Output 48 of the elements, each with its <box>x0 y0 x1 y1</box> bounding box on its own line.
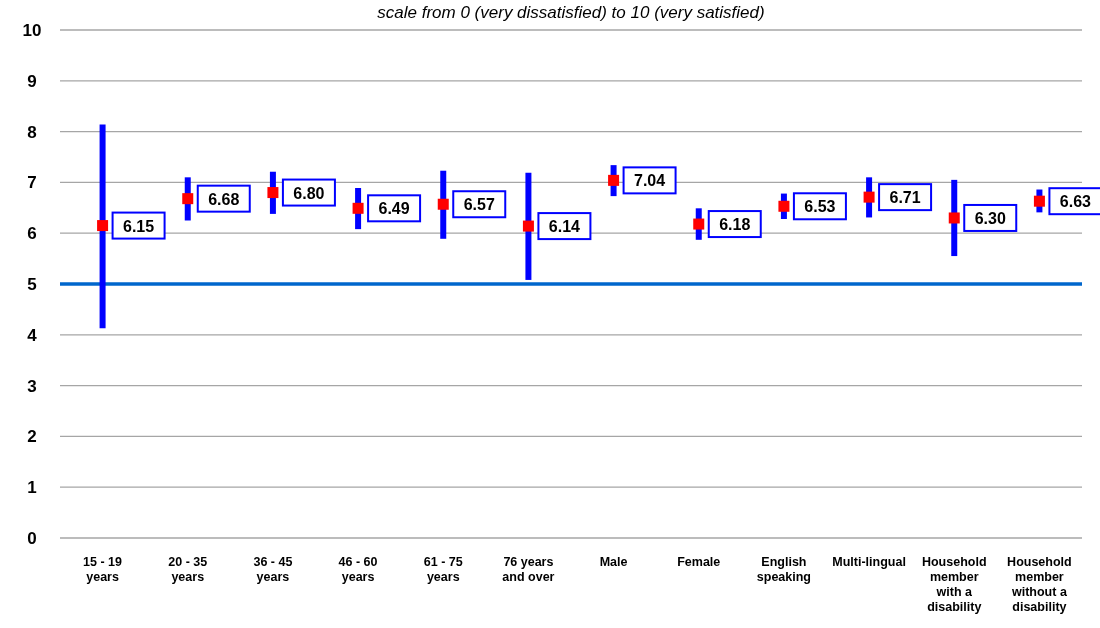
x-tick-label: 61 - 75 years <box>423 555 463 584</box>
data-label: 6.71 <box>889 189 921 207</box>
x-tick-label: 46 - 60 years <box>338 555 378 584</box>
x-tick-label: Household member with a disability <box>921 555 987 614</box>
data-label: 7.04 <box>634 172 666 190</box>
y-tick-label: 9 <box>27 71 37 91</box>
point <box>97 220 109 232</box>
y-tick-label: 6 <box>27 224 37 244</box>
data-label: 6.15 <box>123 217 155 235</box>
data-label: 6.80 <box>293 184 325 202</box>
point <box>608 174 620 186</box>
x-tick-label: 15 - 19 years <box>83 555 123 584</box>
y-tick-label: 3 <box>27 376 37 396</box>
data-label: 6.68 <box>208 190 240 208</box>
data-label: 6.57 <box>463 196 495 214</box>
data-label: 6.14 <box>548 218 581 236</box>
y-tick-label: 4 <box>27 325 38 345</box>
y-tick-label: 5 <box>27 274 37 294</box>
x-tick-label: 20 - 35 years <box>168 555 208 584</box>
point <box>182 193 194 205</box>
x-tick-label: Male <box>599 555 628 569</box>
x-tick-label: English speaking <box>756 555 812 584</box>
point <box>948 212 960 224</box>
y-tick-label: 8 <box>27 122 37 142</box>
point <box>693 218 705 230</box>
chart-title: scale from 0 (very dissatisfied) to 10 (very satisfied) <box>377 3 765 22</box>
x-tick-label: Household member without a disability <box>1007 555 1072 614</box>
y-tick-label: 0 <box>27 528 37 548</box>
y-tick-label: 1 <box>27 478 37 498</box>
point <box>352 202 364 214</box>
point <box>778 200 790 212</box>
x-tick-label: Female <box>677 555 721 569</box>
y-tick-label: 10 <box>22 20 42 40</box>
point <box>522 220 534 232</box>
point <box>267 187 279 199</box>
data-label: 6.30 <box>974 209 1006 227</box>
data-label: 6.63 <box>1059 193 1092 211</box>
y-tick-label: 7 <box>27 173 37 193</box>
point <box>437 198 449 210</box>
point <box>863 191 875 203</box>
x-tick-label: 36 - 45 years <box>253 555 293 584</box>
data-label: 6.53 <box>804 198 836 216</box>
data-label: 6.18 <box>719 216 751 234</box>
data-label: 6.49 <box>378 200 410 218</box>
y-tick-label: 2 <box>27 427 37 447</box>
x-tick-label: Multi-lingual <box>832 555 906 569</box>
x-tick-label: 76 years and over <box>502 555 555 584</box>
point <box>1033 195 1045 207</box>
